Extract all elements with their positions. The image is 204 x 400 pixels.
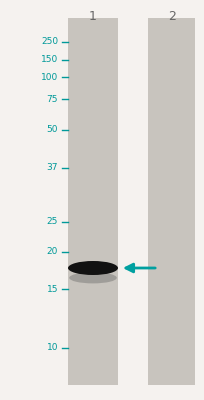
- Ellipse shape: [69, 272, 116, 283]
- Text: 15: 15: [46, 284, 58, 294]
- Ellipse shape: [68, 261, 118, 275]
- Text: 37: 37: [46, 164, 58, 172]
- Text: 2: 2: [167, 10, 175, 23]
- Text: 20: 20: [46, 248, 58, 256]
- Bar: [147, 18, 194, 385]
- Text: 250: 250: [41, 38, 58, 46]
- Text: 1: 1: [89, 10, 96, 23]
- Text: 100: 100: [41, 72, 58, 82]
- Text: 25: 25: [46, 218, 58, 226]
- Text: 50: 50: [46, 126, 58, 134]
- Text: 75: 75: [46, 94, 58, 104]
- Bar: [68, 18, 118, 385]
- Text: 150: 150: [41, 56, 58, 64]
- Text: 10: 10: [46, 344, 58, 352]
